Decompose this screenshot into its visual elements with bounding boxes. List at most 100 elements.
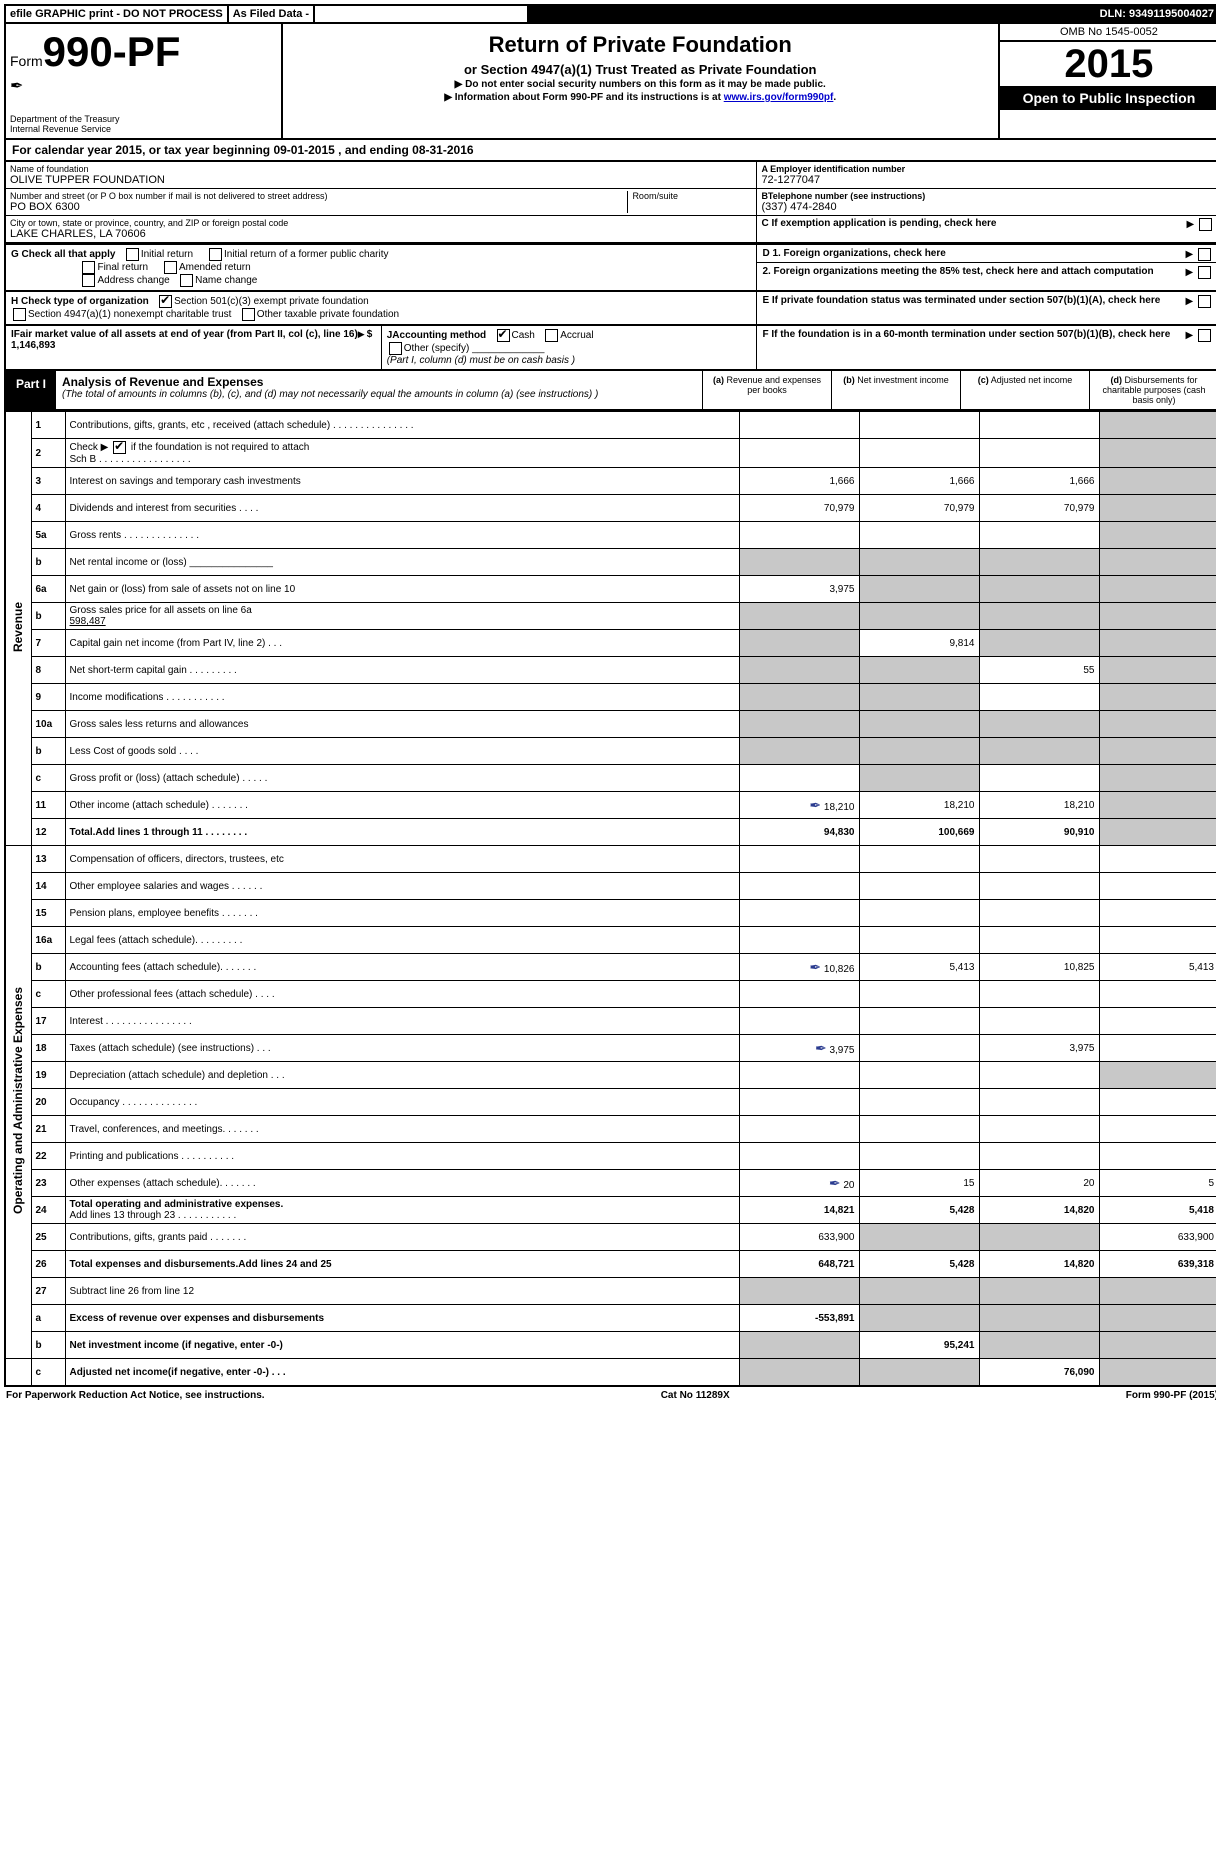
- part1-table: Revenue 1Contributions, gifts, grants, e…: [4, 411, 1216, 1387]
- dept-irs: Internal Revenue Service: [10, 124, 277, 134]
- row-12: 12Total.Add lines 1 through 11 . . . . .…: [5, 819, 1216, 846]
- row-10b: bLess Cost of goods sold . . . .: [5, 738, 1216, 765]
- g-amended-checkbox[interactable]: [164, 261, 177, 274]
- part1-header: Part I Analysis of Revenue and Expenses …: [4, 371, 1216, 411]
- form-title: Return of Private Foundation: [289, 32, 992, 58]
- asfiled-label: As Filed Data -: [229, 6, 315, 22]
- row-27c: cAdjusted net income(if negative, enter …: [5, 1359, 1216, 1387]
- d-block: D 1. Foreign organizations, check here ▶…: [757, 245, 1216, 290]
- g-d-row: G Check all that apply Initial return In…: [4, 245, 1216, 292]
- efile-label: efile GRAPHIC print - DO NOT PROCESS: [6, 6, 229, 22]
- row-16a: 16aLegal fees (attach schedule). . . . .…: [5, 927, 1216, 954]
- c-exemption-block: C If exemption application is pending, c…: [757, 216, 1216, 243]
- form-prefix: Form: [10, 53, 43, 69]
- g-initial-checkbox[interactable]: [126, 248, 139, 261]
- row-11: 11Other income (attach schedule) . . . .…: [5, 792, 1216, 819]
- open-inspection: Open to Public Inspection: [1000, 86, 1216, 110]
- dept-treasury: Department of the Treasury: [10, 114, 277, 124]
- phone-block: BTelephone number (see instructions) (33…: [757, 189, 1216, 216]
- ein-block: A Employer identification number 72-1277…: [757, 162, 1216, 189]
- footer-right: Form 990-PF (2015): [1126, 1390, 1216, 1401]
- form-note1: ▶ Do not enter social security numbers o…: [289, 79, 992, 90]
- g-name-checkbox[interactable]: [180, 274, 193, 287]
- j-other-checkbox[interactable]: [389, 342, 402, 355]
- i-block: IFair market value of all assets at end …: [6, 326, 382, 369]
- pen-icon: ✒: [815, 1040, 827, 1056]
- form-note2: ▶ Information about Form 990-PF and its …: [289, 92, 992, 103]
- address-value: PO BOX 6300: [10, 201, 623, 213]
- g-block: G Check all that apply Initial return In…: [6, 245, 757, 290]
- h-501c3-checkbox[interactable]: [159, 295, 172, 308]
- row-25: 25Contributions, gifts, grants paid . . …: [5, 1224, 1216, 1251]
- form-header: Form990-PF ✒ Department of the Treasury …: [4, 24, 1216, 140]
- h-other-checkbox[interactable]: [242, 308, 255, 321]
- pen-icon: ✒: [809, 959, 821, 975]
- row-10c: cGross profit or (loss) (attach schedule…: [5, 765, 1216, 792]
- irs-link[interactable]: www.irs.gov/form990pf: [724, 92, 834, 103]
- row-4: 4Dividends and interest from securities …: [5, 495, 1216, 522]
- address-block: Number and street (or P O box number if …: [6, 189, 757, 216]
- row-9: 9Income modifications . . . . . . . . . …: [5, 684, 1216, 711]
- foundation-name-block: Name of foundation OLIVE TUPPER FOUNDATI…: [6, 162, 757, 189]
- pen-icon: ✒: [829, 1175, 841, 1191]
- d2-checkbox[interactable]: [1198, 266, 1211, 279]
- row-6a: 6aNet gain or (loss) from sale of assets…: [5, 576, 1216, 603]
- form-number-block: Form990-PF: [10, 28, 277, 76]
- row-2: 2Check ▶ if the foundation is not requir…: [5, 439, 1216, 468]
- footer-mid: Cat No 11289X: [661, 1390, 730, 1401]
- g-address-checkbox[interactable]: [82, 274, 95, 287]
- row-1: Revenue 1Contributions, gifts, grants, e…: [5, 412, 1216, 439]
- h-e-row: H Check type of organization Section 501…: [4, 292, 1216, 326]
- city-value: LAKE CHARLES, LA 70606: [10, 228, 752, 240]
- h-4947-checkbox[interactable]: [13, 308, 26, 321]
- row-6b: bGross sales price for all assets on lin…: [5, 603, 1216, 630]
- part1-desc: Analysis of Revenue and Expenses (The to…: [56, 371, 703, 409]
- form-subtitle: or Section 4947(a)(1) Trust Treated as P…: [289, 62, 992, 77]
- h-block: H Check type of organization Section 501…: [6, 292, 757, 324]
- g-initial-former-checkbox[interactable]: [209, 248, 222, 261]
- row-14: 14Other employee salaries and wages . . …: [5, 873, 1216, 900]
- j-accrual-checkbox[interactable]: [545, 329, 558, 342]
- e-checkbox[interactable]: [1198, 295, 1211, 308]
- row-26: 26Total expenses and disbursements.Add l…: [5, 1251, 1216, 1278]
- row-19: 19Depreciation (attach schedule) and dep…: [5, 1062, 1216, 1089]
- row-20: 20Occupancy . . . . . . . . . . . . . .: [5, 1089, 1216, 1116]
- col-c-head: (c) Adjusted net income: [961, 371, 1090, 409]
- footer-left: For Paperwork Reduction Act Notice, see …: [6, 1390, 265, 1401]
- col-d-head: (d) Disbursements for charitable purpose…: [1090, 371, 1216, 409]
- row-16c: cOther professional fees (attach schedul…: [5, 981, 1216, 1008]
- row-13: Operating and Administrative Expenses 13…: [5, 846, 1216, 873]
- calendar-year-line: For calendar year 2015, or tax year begi…: [4, 140, 1216, 162]
- row-21: 21Travel, conferences, and meetings. . .…: [5, 1116, 1216, 1143]
- f-checkbox[interactable]: [1198, 329, 1211, 342]
- d1-checkbox[interactable]: [1198, 248, 1211, 261]
- row-22: 22Printing and publications . . . . . . …: [5, 1143, 1216, 1170]
- revenue-section-label: Revenue: [11, 602, 25, 652]
- row-8: 8Net short-term capital gain . . . . . .…: [5, 657, 1216, 684]
- pen-icon: ✒: [809, 797, 821, 813]
- row-16b: bAccounting fees (attach schedule). . . …: [5, 954, 1216, 981]
- col-a-head: (a) Revenue and expenses per books: [703, 371, 832, 409]
- row-27: 27Subtract line 26 from line 12: [5, 1278, 1216, 1305]
- row-7: 7Capital gain net income (from Part IV, …: [5, 630, 1216, 657]
- tax-year: 2015: [1000, 42, 1216, 86]
- j-cash-checkbox[interactable]: [497, 329, 510, 342]
- row-23: 23Other expenses (attach schedule). . . …: [5, 1170, 1216, 1197]
- page-footer: For Paperwork Reduction Act Notice, see …: [4, 1387, 1216, 1404]
- row-10a: 10aGross sales less returns and allowanc…: [5, 711, 1216, 738]
- omb-number: OMB No 1545-0052: [1000, 24, 1216, 42]
- header-right: OMB No 1545-0052 2015 Open to Public Ins…: [998, 24, 1216, 138]
- schb-checkbox[interactable]: [113, 441, 126, 454]
- part1-label: Part I: [6, 371, 56, 409]
- city-block: City or town, state or province, country…: [6, 216, 757, 243]
- col-b-head: (b) Net investment income: [832, 371, 961, 409]
- row-15: 15Pension plans, employee benefits . . .…: [5, 900, 1216, 927]
- i-j-f-row: IFair market value of all assets at end …: [4, 326, 1216, 371]
- phone-value: (337) 474-2840: [761, 201, 1214, 213]
- org-info-grid: Name of foundation OLIVE TUPPER FOUNDATI…: [4, 162, 1216, 245]
- c-checkbox[interactable]: [1199, 218, 1212, 231]
- efile-topbar: efile GRAPHIC print - DO NOT PROCESS As …: [4, 4, 1216, 24]
- header-left: Form990-PF ✒ Department of the Treasury …: [6, 24, 283, 138]
- form-number: 990-PF: [43, 28, 181, 75]
- g-final-checkbox[interactable]: [82, 261, 95, 274]
